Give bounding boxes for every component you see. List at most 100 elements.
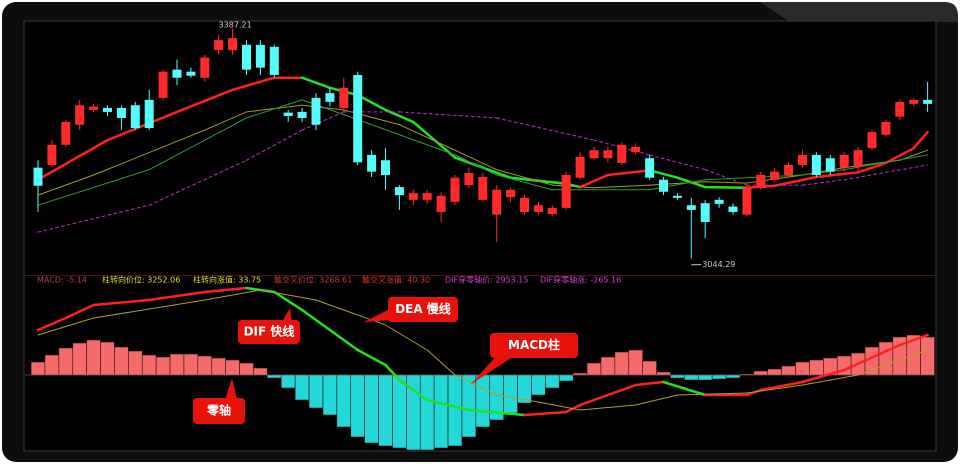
candle-body <box>130 105 140 129</box>
indicator-line <box>496 117 595 141</box>
indicator-label: 触交叉涨值: 40.30 <box>362 275 430 285</box>
macd-bar <box>419 374 435 450</box>
callout-pointer <box>282 308 292 322</box>
macd-bar <box>197 355 213 376</box>
macd-bar <box>267 374 282 379</box>
indicator-line <box>537 401 581 411</box>
candle-body <box>923 99 933 104</box>
macd-bar <box>128 350 143 376</box>
candle-body <box>172 69 182 78</box>
macd-bar <box>141 354 157 376</box>
indicator-line <box>453 156 512 179</box>
macd-panel <box>25 286 935 450</box>
macd-bar <box>545 374 560 389</box>
indicator-line <box>204 289 261 301</box>
indicator-line <box>454 149 498 171</box>
candle-body <box>89 106 99 110</box>
indicator-line <box>579 404 637 411</box>
macd-bar <box>336 374 352 428</box>
macd-bar <box>86 339 101 376</box>
callout-box <box>238 320 300 344</box>
indicator-line <box>649 181 706 186</box>
callout-pointer <box>225 378 237 400</box>
indicator-line <box>815 171 860 179</box>
macd-bar <box>670 374 685 379</box>
candle-body <box>450 177 460 202</box>
candle-body <box>214 40 224 51</box>
indicator-line <box>606 169 651 177</box>
candle-body <box>367 154 377 172</box>
macd-bar <box>100 341 115 376</box>
macd-bar <box>364 374 379 444</box>
macd-bar <box>155 356 171 376</box>
indicator-line <box>551 184 595 189</box>
callout-box <box>388 297 458 322</box>
candle-body <box>617 144 627 163</box>
indicator-line <box>398 378 429 402</box>
indicator-line <box>884 146 915 165</box>
indicator-line <box>231 76 276 92</box>
glare <box>760 2 958 22</box>
candle-body <box>103 107 112 112</box>
candle-body <box>47 144 57 165</box>
indicator-line <box>857 349 929 376</box>
callout-pointer <box>364 308 392 322</box>
candle-body <box>325 93 335 102</box>
price-panel <box>33 28 933 259</box>
candle-body <box>228 38 238 51</box>
callout-pointer <box>470 352 514 385</box>
macd-bar <box>114 346 129 376</box>
indicator-line <box>93 299 206 319</box>
candle-body <box>506 189 516 198</box>
indicator-line <box>37 317 95 336</box>
candle-body <box>520 197 529 212</box>
indicator-line <box>635 394 678 406</box>
candle-body <box>339 87 349 108</box>
callout-text: MACD柱 <box>508 337 560 352</box>
macd-bar <box>280 374 296 389</box>
macd-bar <box>586 362 602 376</box>
macd-bar <box>809 359 824 376</box>
indicator-line <box>649 154 706 171</box>
indicator-line <box>301 111 345 131</box>
indicator-line <box>802 179 845 186</box>
candle-body <box>631 146 641 153</box>
indicator-label: DIF穿零轴价: 2953.15 <box>445 275 528 285</box>
indicator-line <box>912 130 929 150</box>
candle-body <box>492 189 502 215</box>
candle-body <box>200 57 210 78</box>
indicator-line <box>384 363 401 382</box>
candle-body <box>158 71 168 98</box>
macd-bar <box>378 374 393 447</box>
candle-body <box>798 154 807 165</box>
indicator-line <box>37 204 150 233</box>
candle-body <box>242 44 251 70</box>
indicator-line <box>106 110 179 142</box>
indicator-line <box>648 169 679 179</box>
indicator-line <box>300 76 332 90</box>
indicator-line <box>801 368 846 384</box>
candle-body <box>825 158 835 172</box>
indicator-line <box>398 111 498 119</box>
indicator-line <box>802 374 859 386</box>
indicator-line <box>175 88 234 114</box>
indicator-line <box>36 138 109 181</box>
indicator-line <box>773 175 818 187</box>
candle-body <box>186 71 196 76</box>
indicator-line <box>593 139 651 156</box>
macd-bar <box>878 341 894 376</box>
indicator-line <box>842 343 902 372</box>
candle-body <box>756 175 766 188</box>
candle-body <box>603 150 613 159</box>
candle-body <box>686 205 696 210</box>
candle-body <box>269 46 279 76</box>
indicator-line <box>273 290 304 312</box>
callout-box <box>490 333 578 358</box>
indicator-line <box>92 298 151 307</box>
candle-body <box>659 179 668 192</box>
indicator-line <box>398 134 456 156</box>
indicator-label: MACD: -5.14 <box>37 276 87 285</box>
macd-bar <box>447 374 463 447</box>
macd-bar <box>781 365 796 376</box>
